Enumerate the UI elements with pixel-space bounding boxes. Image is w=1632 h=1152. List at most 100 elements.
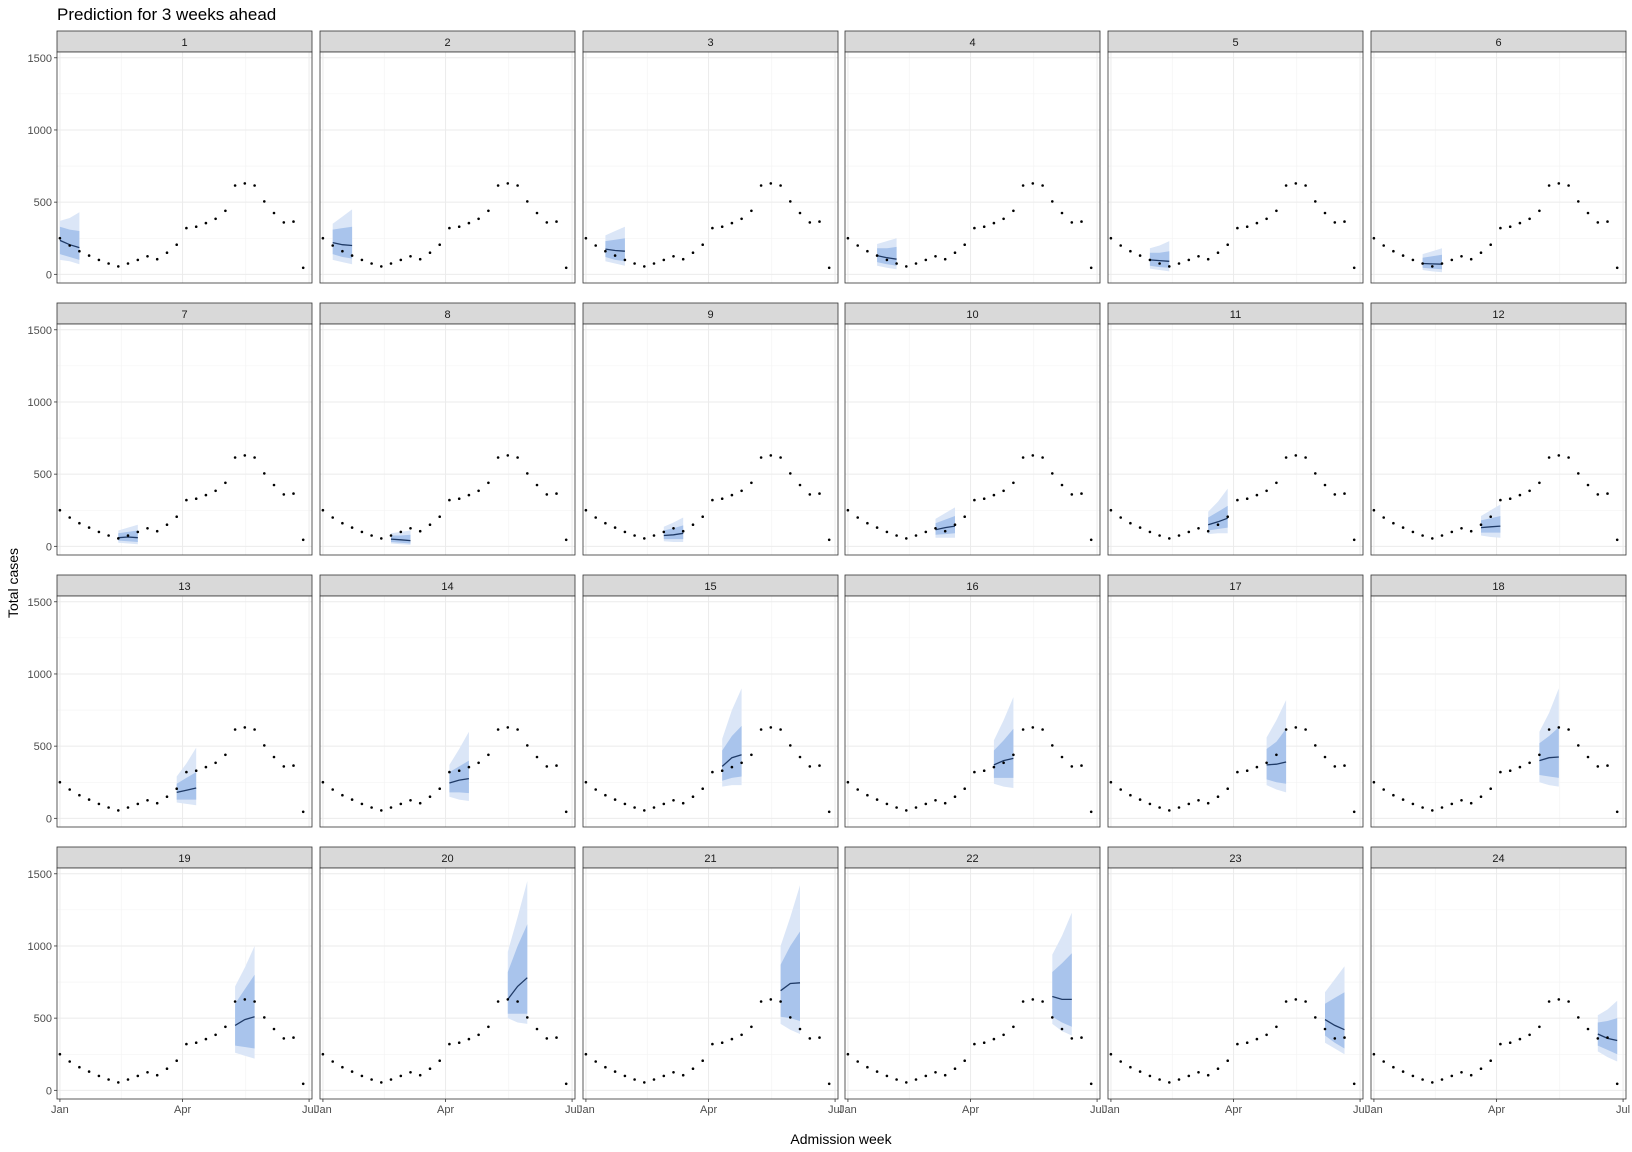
prediction-band-inner — [176, 772, 197, 800]
observed-point — [301, 1082, 305, 1086]
observed-point — [165, 1067, 169, 1070]
observed-point — [448, 226, 451, 230]
observed-point — [233, 184, 237, 187]
observed-point — [1547, 728, 1551, 731]
observed-point — [1187, 1074, 1191, 1078]
observed-point — [1119, 244, 1122, 247]
observed-point — [282, 493, 286, 496]
panel-border — [582, 323, 839, 556]
observed-point — [798, 211, 802, 215]
observed-point — [934, 1071, 937, 1074]
x-tick-label: Jul — [565, 1104, 579, 1116]
observed-point — [360, 1074, 364, 1078]
observed-point — [1216, 251, 1220, 254]
panel-strip-label: 10 — [966, 309, 978, 321]
observed-point — [214, 217, 217, 221]
observed-point — [1528, 1033, 1531, 1037]
observed-point — [1275, 753, 1278, 757]
observed-point — [457, 497, 461, 501]
panel-17: 17 — [1107, 574, 1364, 828]
observed-point — [875, 254, 879, 257]
observed-point — [1508, 1041, 1512, 1044]
y-tick-label: 0 — [46, 1085, 52, 1097]
observed-point — [652, 262, 656, 265]
panel-border — [56, 51, 313, 284]
observed-point — [380, 265, 383, 268]
observed-point — [1109, 508, 1113, 512]
panel-strip-label: 22 — [966, 853, 978, 865]
observed-point — [341, 793, 344, 797]
panel-22: 22 Jan Apr Jul — [839, 846, 1104, 1116]
y-tick-label: 1000 — [28, 397, 52, 409]
observed-point — [146, 527, 149, 530]
observed-point — [662, 530, 666, 534]
prediction-band-inner — [1052, 953, 1072, 1027]
observed-point — [438, 243, 442, 246]
y-axis-title: Total cases — [5, 548, 21, 618]
observed-point — [1567, 1000, 1570, 1003]
observed-point — [477, 1033, 480, 1037]
observed-point — [487, 1025, 490, 1029]
observed-point — [1294, 454, 1298, 457]
observed-point — [350, 798, 354, 801]
observed-point — [389, 534, 393, 537]
observed-point — [1547, 1000, 1551, 1003]
observed-point — [409, 799, 412, 802]
observed-point — [1031, 998, 1035, 1001]
forecast-median-line — [118, 536, 138, 539]
observed-point — [808, 765, 812, 768]
panel-14: 14 — [319, 574, 576, 828]
panel-strip-label: 9 — [707, 309, 713, 321]
observed-point — [1577, 200, 1580, 203]
observed-point — [78, 249, 81, 253]
panel-strip-label: 5 — [1232, 37, 1238, 49]
panel-border — [844, 595, 1101, 828]
observed-point — [214, 489, 217, 493]
observed-point — [613, 798, 617, 801]
y-tick-label: 1000 — [28, 125, 52, 137]
observed-point — [175, 787, 178, 790]
observed-point — [750, 481, 753, 485]
x-tick-label: Jul — [1090, 1104, 1104, 1116]
observed-point — [798, 483, 802, 487]
panel-strip-label: 11 — [1230, 309, 1241, 321]
observed-point — [1431, 265, 1434, 268]
observed-point — [1567, 184, 1570, 187]
observed-point — [418, 257, 422, 261]
observed-point — [204, 221, 208, 225]
observed-point — [477, 489, 480, 493]
observed-point — [1226, 1059, 1229, 1062]
observed-point — [1109, 1052, 1113, 1056]
observed-point — [827, 538, 831, 542]
observed-point — [1206, 1073, 1210, 1077]
observed-point — [545, 1037, 549, 1040]
panel-strip-label: 8 — [444, 309, 450, 321]
observed-point — [691, 795, 695, 798]
observed-point — [1323, 1027, 1327, 1031]
observed-point — [263, 472, 266, 475]
observed-point — [1508, 497, 1512, 501]
observed-point — [1041, 456, 1044, 459]
observed-point — [380, 537, 383, 540]
observed-point — [643, 809, 646, 812]
observed-point — [1255, 765, 1259, 769]
observed-point — [331, 1060, 335, 1063]
observed-point — [895, 806, 898, 809]
observed-point — [418, 529, 422, 533]
y-tick-label: 0 — [46, 541, 52, 553]
x-tick-label: Jan — [51, 1104, 69, 1116]
observed-point — [321, 508, 325, 512]
x-tick-label: Jul — [1353, 1104, 1367, 1116]
x-tick-label: Apr — [962, 1104, 979, 1116]
observed-point — [914, 534, 918, 537]
observed-point — [895, 1078, 898, 1081]
observed-point — [623, 1074, 627, 1078]
observed-point — [1129, 1065, 1132, 1069]
observed-point — [779, 728, 782, 731]
observed-point — [204, 765, 208, 769]
observed-point — [321, 1052, 325, 1056]
observed-point — [155, 529, 159, 533]
observed-point — [1265, 1033, 1268, 1037]
observed-point — [506, 726, 510, 729]
